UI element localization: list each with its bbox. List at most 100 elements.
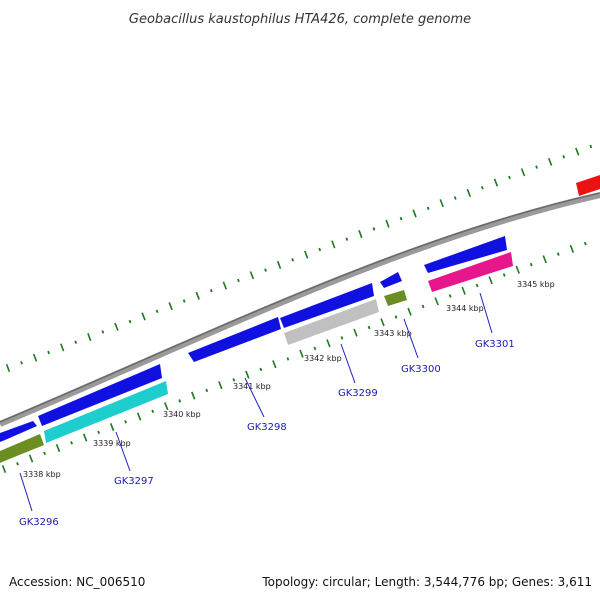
tick-outer-26	[358, 230, 363, 239]
tick-inner-4	[55, 444, 61, 453]
kbp-label-3345: 3345 kbp	[517, 280, 555, 289]
tick-track-outer	[5, 144, 593, 372]
tick-inner-25	[340, 336, 344, 340]
tick-outer-21	[291, 258, 295, 262]
tick-inner-5	[70, 441, 73, 445]
tick-inner-6	[82, 433, 88, 442]
tick-inner-32	[434, 297, 439, 306]
kbp-label-3338: 3338 kbp	[23, 470, 61, 479]
tick-outer-11	[155, 309, 159, 314]
tick-outer-9	[128, 319, 132, 324]
tick-inner-35	[475, 283, 479, 288]
gene-olive-left	[0, 434, 44, 463]
tick-inner-16	[218, 381, 223, 390]
tick-inner-38	[515, 265, 520, 274]
tick-outer-3	[47, 350, 51, 355]
gene-label-gk3299[interactable]: GK3299	[338, 388, 378, 399]
tick-inner-3	[43, 451, 46, 456]
gene-label-gk3300[interactable]: GK3300	[401, 364, 441, 375]
tick-inner-37	[502, 273, 506, 277]
tick-outer-20	[276, 260, 282, 269]
tick-outer-12	[168, 302, 173, 311]
leader-line-gk3298	[244, 377, 265, 418]
leader-line-gk3296	[19, 472, 33, 512]
genome-backbone	[0, 192, 600, 427]
tick-inner-43	[583, 241, 587, 246]
tick-outer-25	[345, 237, 349, 241]
kbp-label-3340: 3340 kbp	[163, 410, 201, 419]
gene-grey-gk3299	[284, 299, 379, 345]
gene-label-lines	[19, 292, 493, 512]
kbp-label-3341: 3341 kbp	[233, 382, 271, 391]
accession-text: Accession: NC_006510	[9, 575, 145, 589]
tick-inner-13	[178, 399, 182, 403]
tick-outer-40	[547, 157, 553, 166]
gene-label-gk3296[interactable]: GK3296	[19, 517, 59, 528]
tick-inner-14	[191, 391, 196, 400]
tick-inner-19	[259, 367, 263, 372]
tick-outer-28	[385, 219, 390, 228]
tick-outer-41	[562, 155, 566, 159]
tick-outer-19	[264, 268, 267, 272]
tick-inner-2	[28, 454, 34, 463]
tick-outer-22	[304, 250, 309, 259]
gene-blue-gk3298	[188, 317, 281, 362]
tick-outer-4	[60, 343, 65, 352]
tick-outer-43	[589, 144, 593, 149]
tick-inner-1	[16, 462, 19, 466]
kbp-label-3339: 3339 kbp	[93, 439, 131, 448]
tick-inner-9	[124, 420, 128, 424]
tick-outer-10	[141, 312, 146, 321]
tick-outer-5	[74, 340, 78, 344]
gene-red-right	[576, 175, 600, 196]
tick-outer-14	[195, 291, 200, 300]
gene-blue-left	[0, 421, 37, 442]
leader-line-gk3299	[340, 343, 356, 384]
gene-label-gk3301[interactable]: GK3301	[475, 339, 515, 350]
tick-inner-34	[461, 286, 466, 295]
genome-title: Geobacillus kaustophilus HTA426, complet…	[129, 12, 471, 27]
tick-outer-13	[182, 299, 186, 303]
tick-inner-42	[569, 244, 575, 253]
tick-inner-27	[367, 325, 371, 330]
tick-outer-38	[520, 168, 526, 177]
tick-outer-37	[508, 175, 511, 180]
gene-features	[0, 175, 600, 463]
tick-outer-27	[372, 227, 376, 231]
tick-inner-0	[1, 465, 7, 473]
tick-inner-17	[232, 378, 236, 382]
tick-inner-22	[299, 349, 304, 358]
tick-inner-8	[109, 423, 115, 432]
gene-label-gk3297[interactable]: GK3297	[114, 476, 154, 487]
tick-outer-2	[32, 353, 38, 362]
tick-inner-7	[97, 430, 101, 435]
tick-outer-32	[439, 199, 444, 208]
tick-inner-39	[529, 262, 533, 267]
gene-cyan-gk3297	[44, 381, 168, 443]
tick-inner-28	[380, 318, 385, 327]
gene-blue-gk3300	[380, 272, 402, 288]
kbp-scale-labels: 3338 kbp 3339 kbp 3340 kbp 3341 kbp 3342…	[23, 280, 555, 479]
tick-inner-31	[421, 304, 425, 309]
tick-inner-21	[286, 357, 290, 361]
tick-inner-33	[448, 294, 452, 298]
tick-inner-41	[556, 252, 560, 256]
tick-inner-23	[313, 346, 317, 351]
tick-outer-33	[453, 196, 457, 200]
leader-line-gk3300	[403, 318, 419, 359]
tick-outer-39	[535, 165, 538, 169]
kbp-label-3344: 3344 kbp	[446, 304, 484, 313]
tick-outer-6	[87, 333, 92, 342]
tick-track-inner	[1, 241, 587, 473]
tick-inner-15	[205, 388, 209, 393]
tick-inner-30	[407, 307, 412, 316]
tick-inner-10	[136, 412, 142, 421]
tick-outer-23	[318, 247, 322, 252]
tick-inner-36	[488, 276, 493, 285]
gene-label-gk3298[interactable]: GK3298	[247, 422, 287, 433]
tick-inner-26	[353, 328, 358, 337]
gene-blue-gk3299	[280, 283, 374, 328]
tick-outer-29	[399, 216, 403, 221]
tick-outer-24	[331, 240, 336, 249]
